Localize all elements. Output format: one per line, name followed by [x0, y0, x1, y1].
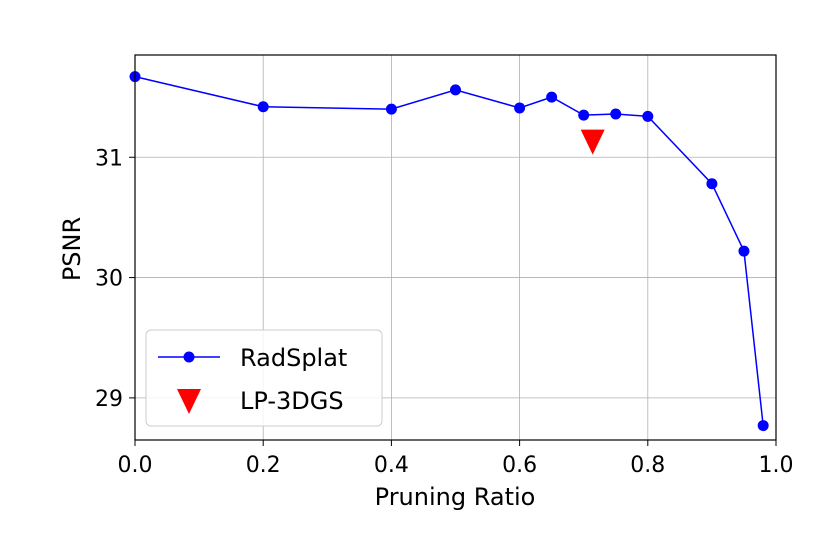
legend: RadSplat LP-3DGS	[145, 329, 383, 427]
radsplat-point	[642, 110, 654, 122]
x-tick-label: 0.0	[118, 453, 153, 478]
radsplat-point	[578, 109, 590, 121]
x-tick-label: 0.8	[630, 453, 665, 478]
x-tick-label: 0.6	[502, 453, 537, 478]
legend-lp3dgs-label: LP-3DGS	[240, 387, 344, 415]
radsplat-point	[514, 102, 526, 114]
y-tick-label: 29	[95, 387, 123, 412]
legend-lp3dgs-marker	[177, 389, 201, 414]
x-tick-label: 0.2	[246, 453, 281, 478]
ticks: 0.0 0.2 0.4 0.6 0.8 1.0 29 30 31	[95, 146, 794, 478]
y-axis-label: PSNR	[58, 217, 86, 281]
x-tick-label: 0.4	[374, 453, 409, 478]
legend-box	[145, 329, 383, 427]
radsplat-point	[610, 108, 622, 120]
series-layer	[129, 71, 769, 432]
x-tick-label: 1.0	[759, 453, 794, 478]
lp3dgs-point	[580, 129, 605, 155]
y-tick-label: 30	[95, 267, 123, 292]
x-axis-label: Pruning Ratio	[375, 483, 536, 511]
radsplat-point	[546, 91, 558, 103]
radsplat-point	[757, 420, 769, 432]
radsplat-point	[450, 84, 461, 96]
radsplat-line	[134, 75, 764, 426]
radsplat-point	[257, 101, 269, 113]
radsplat-point	[385, 103, 397, 115]
radsplat-point	[738, 245, 750, 257]
legend-radsplat-marker	[183, 351, 195, 363]
plot-frame	[134, 54, 777, 441]
y-tick-label: 31	[95, 146, 123, 171]
radsplat-point	[706, 178, 718, 190]
legend-radsplat-label: RadSplat	[240, 344, 347, 372]
